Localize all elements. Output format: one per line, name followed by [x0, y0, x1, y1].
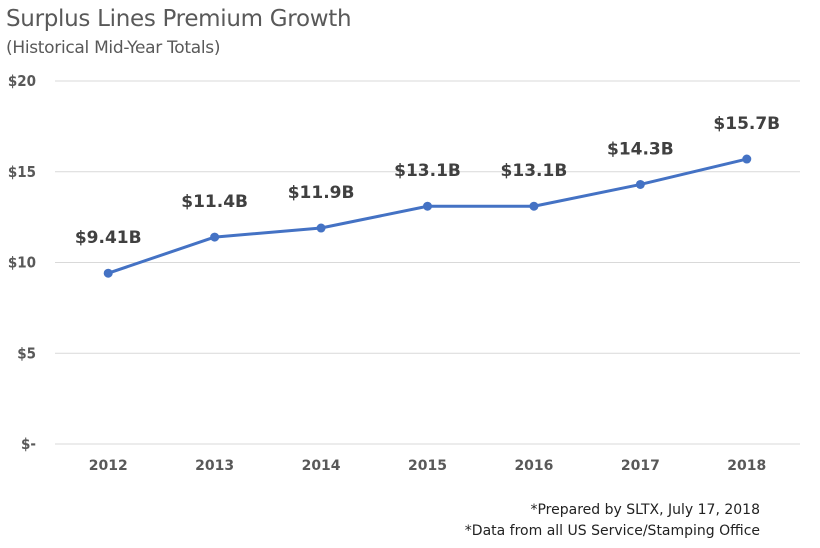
- y-tick-label: $20: [8, 72, 36, 90]
- y-axis-ticks: $- $5 $10 $15 $20: [8, 72, 36, 453]
- footnote-data-source: *Data from all US Service/Stamping Offic…: [464, 523, 760, 539]
- data-label: $13.1B: [394, 161, 461, 181]
- data-point: [423, 201, 432, 211]
- data-point: [742, 154, 752, 164]
- data-point: [103, 268, 113, 278]
- data-label: $9.41B: [75, 228, 142, 248]
- y-tick-label: $10: [8, 254, 36, 272]
- x-tick-label: 2012: [89, 458, 128, 474]
- y-tick-label: $15: [8, 163, 36, 181]
- chart-title: Surplus Lines Premium Growth: [6, 6, 352, 32]
- x-tick-label: 2013: [195, 458, 234, 474]
- data-label: $15.7B: [713, 114, 780, 134]
- x-axis-ticks: 2012 2013 2014 2015 2016 2017 2018: [89, 458, 767, 474]
- chart-subtitle: (Historical Mid-Year Totals): [6, 38, 221, 58]
- y-tick-label: $-: [21, 435, 36, 453]
- data-point: [529, 201, 539, 211]
- x-tick-label: 2018: [727, 458, 766, 474]
- data-label: $11.4B: [181, 192, 248, 212]
- data-point: [316, 223, 326, 233]
- data-labels: $9.41B $11.4B $11.9B $13.1B $13.1B $14.3B $15.…: [75, 114, 780, 248]
- x-tick-label: 2015: [408, 458, 447, 474]
- gridlines: [55, 80, 800, 445]
- footnote-prepared-by: *Prepared by SLTX, July 17, 2018: [530, 502, 760, 518]
- data-point: [635, 179, 645, 189]
- data-point: [210, 232, 220, 242]
- data-label: $13.1B: [501, 161, 568, 181]
- x-tick-label: 2017: [621, 458, 660, 474]
- data-label: $14.3B: [607, 139, 674, 159]
- x-tick-label: 2014: [302, 458, 341, 474]
- x-tick-label: 2016: [514, 458, 553, 474]
- y-tick-label: $5: [17, 344, 36, 362]
- data-label: $11.9B: [288, 183, 355, 203]
- data-points: [103, 154, 752, 278]
